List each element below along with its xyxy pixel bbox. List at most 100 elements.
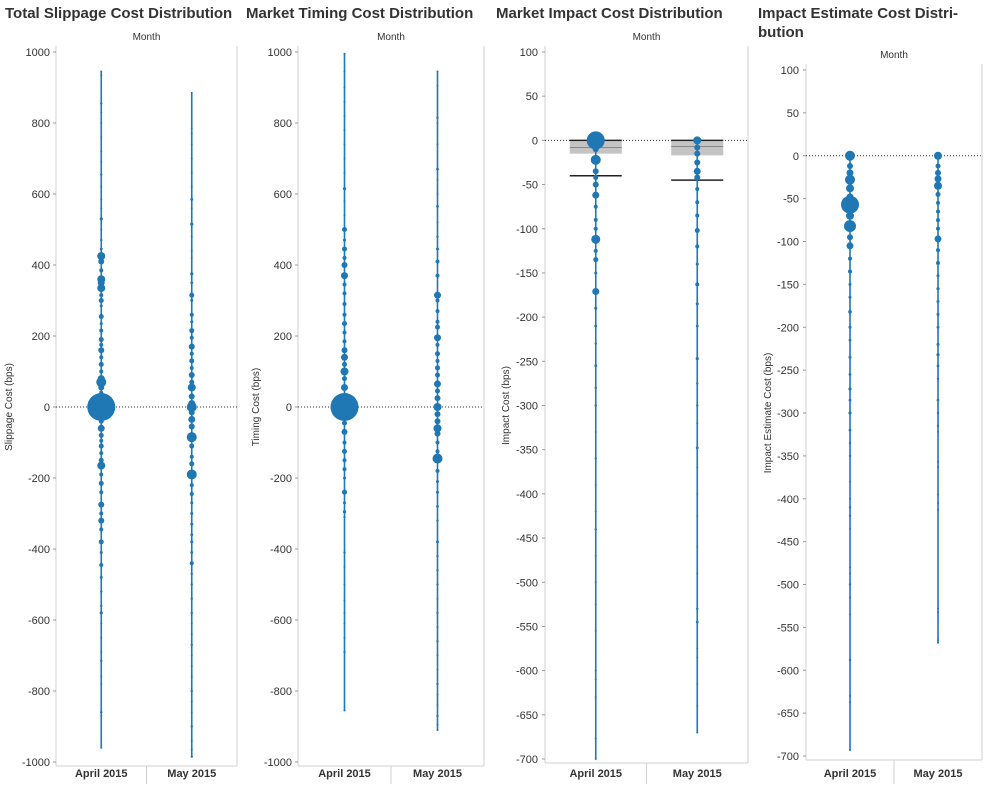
data-point[interactable]	[99, 293, 104, 298]
data-point[interactable]	[343, 476, 346, 480]
data-point[interactable]	[936, 312, 940, 316]
data-point[interactable]	[937, 460, 939, 463]
data-point[interactable]	[847, 234, 853, 241]
data-point[interactable]	[696, 647, 699, 650]
data-point[interactable]	[100, 161, 103, 164]
data-point[interactable]	[849, 596, 851, 599]
data-point[interactable]	[848, 325, 852, 329]
data-point[interactable]	[434, 291, 441, 299]
data-point[interactable]	[435, 351, 440, 357]
data-point[interactable]	[330, 393, 359, 421]
data-point[interactable]	[848, 269, 852, 274]
data-point[interactable]	[436, 221, 439, 224]
data-point[interactable]	[937, 508, 939, 511]
data-point[interactable]	[189, 454, 194, 459]
data-point[interactable]	[100, 746, 103, 749]
data-point[interactable]	[586, 131, 605, 150]
data-point[interactable]	[189, 358, 195, 364]
data-point[interactable]	[189, 491, 194, 496]
data-point[interactable]	[590, 154, 601, 165]
data-point[interactable]	[100, 74, 103, 77]
data-point[interactable]	[99, 438, 104, 443]
data-point[interactable]	[343, 171, 346, 174]
data-point[interactable]	[937, 607, 939, 610]
data-point[interactable]	[342, 510, 347, 514]
data-point[interactable]	[436, 490, 439, 494]
data-point[interactable]	[190, 689, 193, 693]
data-point[interactable]	[342, 376, 347, 382]
data-point[interactable]	[593, 257, 599, 263]
data-point[interactable]	[190, 675, 193, 678]
data-point[interactable]	[434, 395, 441, 402]
data-point[interactable]	[849, 700, 851, 703]
data-point[interactable]	[341, 428, 348, 435]
data-point[interactable]	[100, 650, 103, 653]
data-point[interactable]	[187, 383, 196, 392]
data-point[interactable]	[343, 114, 346, 117]
data-point[interactable]	[435, 259, 440, 264]
data-point[interactable]	[436, 193, 439, 195]
data-point[interactable]	[934, 235, 942, 243]
data-point[interactable]	[696, 656, 699, 659]
data-point[interactable]	[190, 522, 194, 526]
data-point[interactable]	[343, 143, 346, 146]
data-point[interactable]	[99, 451, 104, 456]
data-point[interactable]	[435, 372, 440, 378]
data-point[interactable]	[342, 361, 347, 367]
data-point[interactable]	[936, 364, 940, 368]
data-point[interactable]	[97, 284, 106, 293]
data-point[interactable]	[340, 367, 349, 376]
data-point[interactable]	[594, 669, 597, 672]
data-point[interactable]	[100, 102, 103, 105]
data-point[interactable]	[342, 312, 347, 317]
data-point[interactable]	[594, 484, 597, 487]
data-point[interactable]	[342, 291, 347, 296]
data-point[interactable]	[849, 566, 851, 569]
data-point[interactable]	[695, 302, 699, 306]
data-point[interactable]	[99, 369, 104, 374]
data-point[interactable]	[343, 636, 346, 639]
data-point[interactable]	[844, 220, 856, 233]
data-point[interactable]	[343, 100, 346, 103]
data-point[interactable]	[190, 665, 193, 668]
data-point[interactable]	[190, 551, 194, 554]
data-point[interactable]	[186, 469, 197, 480]
data-point[interactable]	[695, 446, 699, 450]
data-point[interactable]	[342, 467, 347, 472]
data-point[interactable]	[100, 136, 103, 139]
data-point[interactable]	[848, 506, 852, 509]
data-point[interactable]	[100, 198, 103, 201]
data-point[interactable]	[190, 185, 193, 188]
data-point[interactable]	[937, 430, 939, 433]
data-point[interactable]	[436, 626, 439, 629]
data-point[interactable]	[342, 246, 347, 252]
data-point[interactable]	[594, 678, 597, 681]
data-point[interactable]	[695, 213, 700, 218]
data-point[interactable]	[594, 603, 597, 606]
data-point[interactable]	[342, 339, 347, 344]
data-point[interactable]	[343, 501, 346, 505]
data-point[interactable]	[593, 248, 598, 253]
data-point[interactable]	[436, 654, 439, 657]
data-point[interactable]	[342, 227, 347, 232]
data-point[interactable]	[936, 424, 940, 428]
data-point[interactable]	[934, 175, 942, 183]
data-point[interactable]	[190, 207, 193, 210]
data-point[interactable]	[936, 342, 940, 346]
data-point[interactable]	[99, 527, 104, 532]
data-point[interactable]	[846, 211, 854, 220]
data-point[interactable]	[848, 256, 852, 261]
data-point[interactable]	[342, 321, 347, 327]
data-point[interactable]	[190, 127, 193, 130]
data-point[interactable]	[434, 411, 441, 418]
data-point[interactable]	[100, 604, 103, 607]
data-point[interactable]	[99, 551, 103, 555]
data-point[interactable]	[848, 583, 852, 586]
data-point[interactable]	[100, 150, 103, 153]
data-point[interactable]	[695, 324, 699, 328]
data-point[interactable]	[343, 157, 346, 160]
data-point[interactable]	[846, 242, 854, 250]
data-point[interactable]	[190, 132, 193, 135]
data-point[interactable]	[99, 268, 104, 273]
data-point[interactable]	[696, 607, 699, 610]
